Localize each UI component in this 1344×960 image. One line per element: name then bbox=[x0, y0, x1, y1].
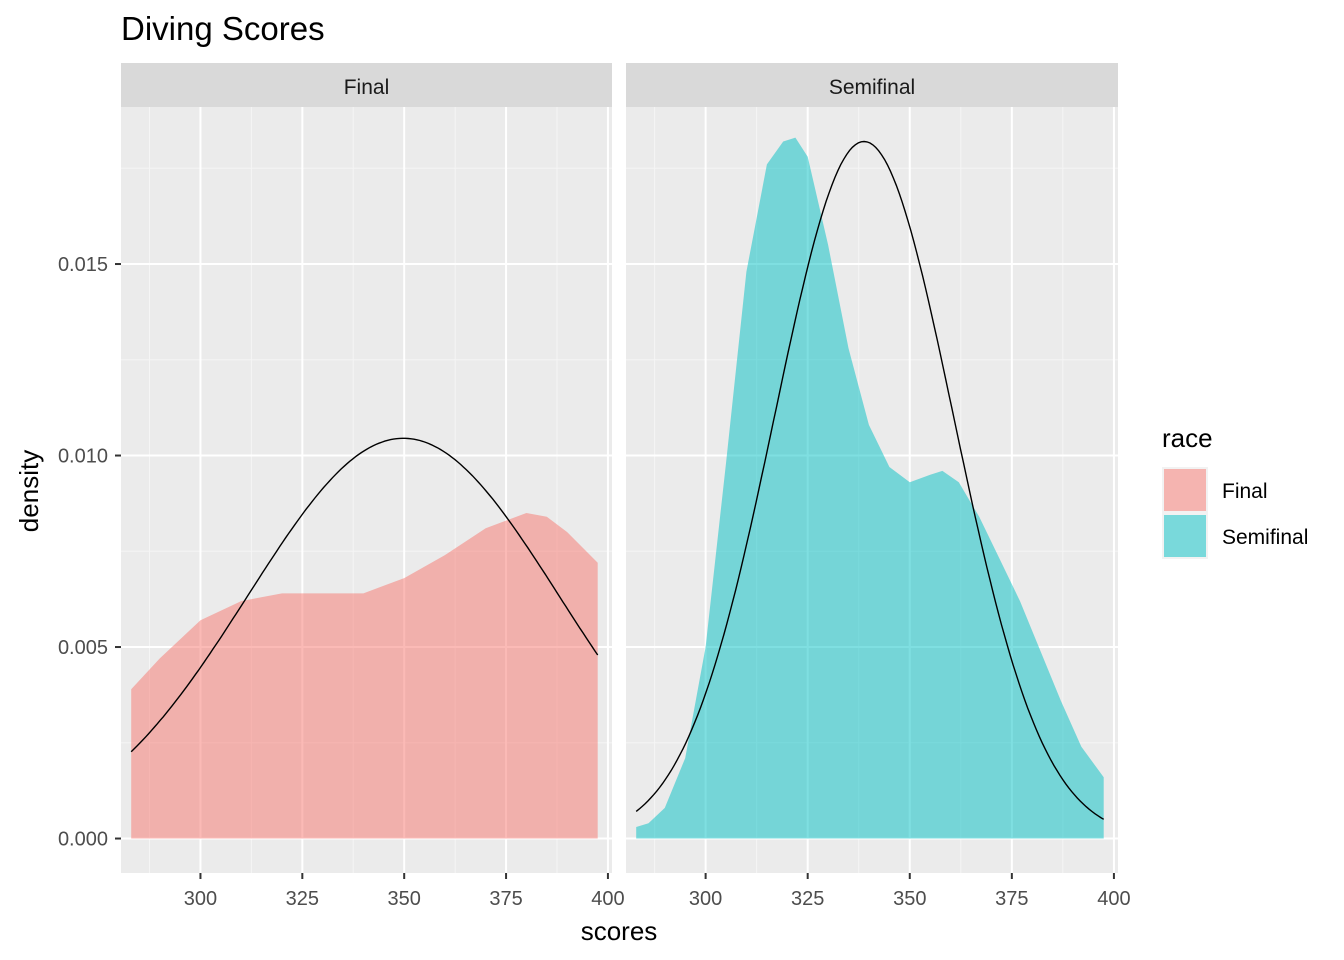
legend: race Final Semifinal bbox=[1162, 423, 1308, 559]
x-tick-label: 375 bbox=[995, 888, 1028, 910]
y-tick-label: 0.010 bbox=[58, 446, 108, 468]
x-tick-label: 375 bbox=[489, 888, 522, 910]
y-tick-label: 0.000 bbox=[58, 829, 108, 851]
x-tick-label: 325 bbox=[286, 888, 319, 910]
facet-panel: Semifinal 300 325 350 375 400 bbox=[626, 63, 1131, 910]
normal-curve bbox=[635, 140, 1105, 820]
chart-title: Diving Scores bbox=[121, 10, 325, 47]
x-tick-label: 350 bbox=[893, 888, 926, 910]
x-tick-label: 400 bbox=[591, 888, 624, 910]
legend-label: Final bbox=[1222, 480, 1268, 503]
y-tick-label: 0.015 bbox=[58, 254, 108, 276]
legend-label: Semifinal bbox=[1222, 526, 1308, 549]
y-axis: 0.000 0.005 0.010 0.015 bbox=[58, 254, 121, 851]
x-tick-label: 350 bbox=[388, 888, 421, 910]
legend-key-swatch bbox=[1164, 515, 1206, 557]
x-tick-label: 325 bbox=[791, 888, 824, 910]
x-tick-label: 300 bbox=[184, 888, 217, 910]
facet-strip bbox=[121, 63, 612, 107]
facet-strip-label: Semifinal bbox=[829, 76, 915, 99]
x-axis-title: scores bbox=[581, 916, 658, 946]
legend-key-swatch bbox=[1164, 469, 1206, 511]
y-tick-label: 0.005 bbox=[58, 637, 108, 659]
y-axis-title: density bbox=[14, 450, 44, 532]
density-area bbox=[636, 137, 1104, 839]
facet-strip-label: Final bbox=[344, 76, 390, 99]
x-tick-label: 300 bbox=[689, 888, 722, 910]
facet-strip bbox=[626, 63, 1118, 107]
normal-curve bbox=[130, 437, 599, 753]
facet-panels: Final 300 325 350 375 400 Semifinal 300 325 350 37… bbox=[121, 63, 1131, 910]
x-tick-label: 400 bbox=[1097, 888, 1130, 910]
density-area bbox=[131, 513, 598, 839]
facet-panel: Final 300 325 350 375 400 bbox=[121, 63, 625, 910]
legend-title: race bbox=[1162, 423, 1213, 453]
